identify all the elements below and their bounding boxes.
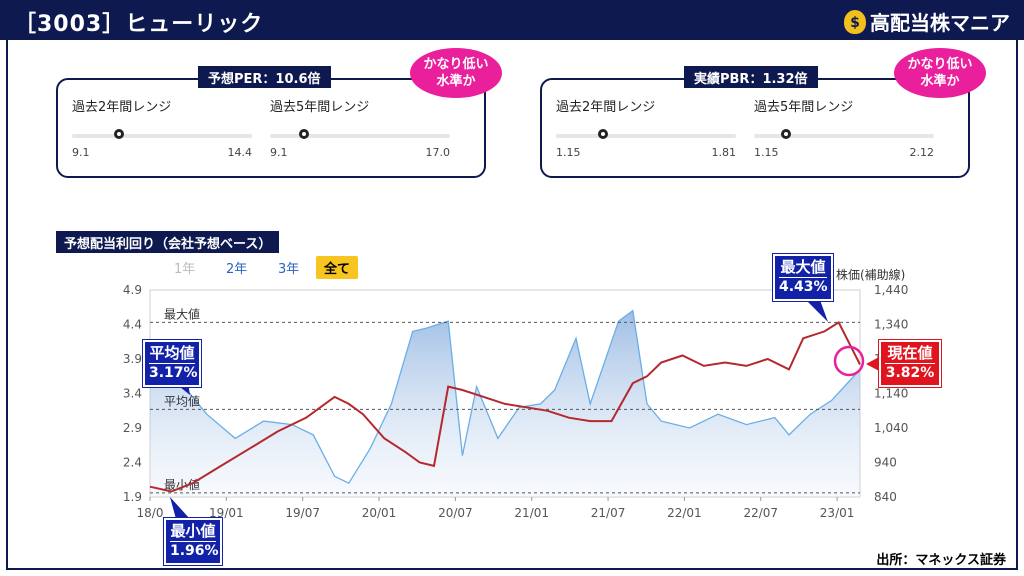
range-track <box>270 134 450 138</box>
range-knob <box>597 129 608 139</box>
range-track <box>754 134 934 138</box>
pbr-range-5y: 過去5年間レンジ 1.15 2.12 <box>754 96 934 159</box>
range-button-3y[interactable]: 3年 <box>278 262 300 277</box>
range-high: 17.0 <box>425 146 451 159</box>
range-low: 9.1 <box>72 146 90 159</box>
top-bar: ［3003］ヒューリック $ 高配当株マニア <box>0 0 1024 40</box>
callout-value: 3.82% <box>885 363 935 381</box>
callout-label: 最小値 <box>170 522 216 540</box>
range-label: 過去5年間レンジ <box>270 100 370 115</box>
range-low: 1.15 <box>556 146 581 159</box>
page-title: ［3003］ヒューリック <box>14 12 264 37</box>
content-frame <box>6 40 1018 570</box>
range-button-2y[interactable]: 2年 <box>226 262 248 277</box>
range-knob <box>113 129 124 139</box>
chart-heading: 予想配当利回り（会社予想ベース） <box>56 231 280 253</box>
brand-name: 高配当株マニア <box>870 11 1010 35</box>
range-track <box>556 134 736 138</box>
per-panel: 過去2年間レンジ 9.1 14.4 過去5年間レンジ 9.1 17.0 <box>56 78 486 178</box>
range-knob <box>781 129 792 139</box>
range-label: 過去2年間レンジ <box>556 100 656 115</box>
range-button-1y[interactable]: 1年 <box>174 262 196 277</box>
pbr-range-2y: 過去2年間レンジ 1.15 1.81 <box>556 96 736 159</box>
per-range-2y: 過去2年間レンジ 9.1 14.4 <box>72 96 252 159</box>
range-label: 過去2年間レンジ <box>72 100 172 115</box>
pbr-panel: 過去2年間レンジ 1.15 1.81 過去5年間レンジ 1.15 2.12 <box>540 78 970 178</box>
callout-label: 最大値 <box>780 258 826 276</box>
callout-value: 1.96% <box>170 541 219 559</box>
range-knob <box>299 129 310 139</box>
per-heading: 予想PER：10.6倍 <box>198 66 331 88</box>
range-low: 1.15 <box>754 146 779 159</box>
money-bag-icon: $ <box>844 9 866 34</box>
per-comment-bubble: かなり低い 水準か <box>410 48 502 98</box>
range-button-all[interactable]: 全て <box>316 256 359 279</box>
current-callout: 現在値 3.82% <box>878 339 942 388</box>
per-range-5y: 過去5年間レンジ 9.1 17.0 <box>270 96 450 159</box>
range-track <box>72 134 252 138</box>
range-high: 2.12 <box>909 146 935 159</box>
pbr-heading: 実績PBR：1.32倍 <box>684 66 818 88</box>
callout-value: 4.43% <box>779 277 828 295</box>
range-low: 9.1 <box>270 146 288 159</box>
max-callout: 最大値 4.43% <box>772 253 834 302</box>
min-callout: 最小値 1.96% <box>163 517 223 566</box>
callout-label: 現在値 <box>887 344 933 362</box>
range-high: 1.81 <box>711 146 737 159</box>
range-high: 14.4 <box>227 146 253 159</box>
avg-callout: 平均値 3.17% <box>142 339 202 388</box>
brand-logo: $ 高配当株マニア <box>844 7 1010 36</box>
pbr-comment-bubble: かなり低い 水準か <box>894 48 986 98</box>
source-note: 出所：マネックス証券 <box>876 553 1006 568</box>
callout-label: 平均値 <box>149 344 195 362</box>
callout-value: 3.17% <box>149 363 198 381</box>
range-label: 過去5年間レンジ <box>754 100 854 115</box>
